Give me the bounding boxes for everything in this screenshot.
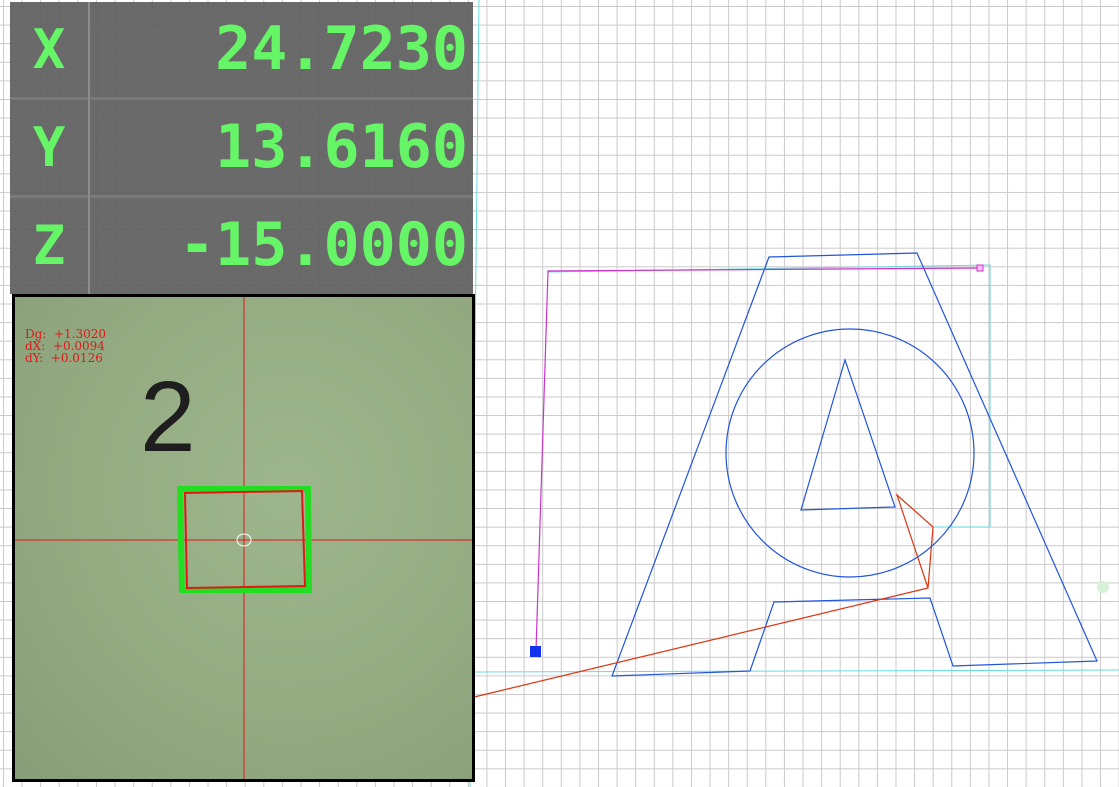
fiducial-expected-box: [183, 489, 307, 590]
travel-end-marker: [976, 264, 984, 272]
dro-axis-z: Z: [32, 214, 66, 277]
center-target-icon: [236, 533, 252, 547]
dro-row-y: Y 13.6160: [10, 100, 473, 195]
letter-a-outer-contour[interactable]: [611, 252, 1098, 677]
fiducial-label: 2: [140, 361, 196, 473]
dro-value-x[interactable]: 24.7230: [215, 14, 468, 84]
circle-contour[interactable]: [725, 328, 975, 578]
inner-triangle-contour[interactable]: [800, 358, 896, 511]
dro-value-z[interactable]: -15.0000: [179, 210, 468, 280]
dro-axis-y: Y: [32, 116, 66, 179]
dro-value-y[interactable]: 13.6160: [215, 112, 468, 182]
dro-row-x: X 24.7230: [10, 2, 473, 97]
dro-separator: [10, 195, 473, 198]
camera-view[interactable]: 2 Dg: +1.3020 dX: +0.0094 dY: +0.0126: [12, 294, 475, 782]
job-bounds-box: [547, 264, 991, 528]
dro-row-z: Z -15.0000: [10, 198, 473, 293]
dro-separator: [10, 97, 473, 100]
dro-column-divider: [88, 2, 90, 294]
status-indicator: [1097, 581, 1109, 593]
readout-dx: dX: +0.0094: [25, 339, 105, 353]
tool-position-marker[interactable]: [530, 646, 541, 657]
dro-panel: X 24.7230 Y 13.6160 Z -15.0000: [10, 2, 473, 294]
camera-overlay: [15, 297, 472, 779]
readout-dy: dY: +0.0126: [25, 351, 103, 365]
readout-dg: Dg: +1.3020: [25, 327, 107, 341]
fiducial-detected-box: [176, 486, 313, 593]
travel-path: [535, 267, 981, 652]
dro-axis-x: X: [32, 18, 66, 81]
workspace-bounds-bottom: [469, 669, 1119, 673]
rapid-move-path: [469, 493, 934, 699]
